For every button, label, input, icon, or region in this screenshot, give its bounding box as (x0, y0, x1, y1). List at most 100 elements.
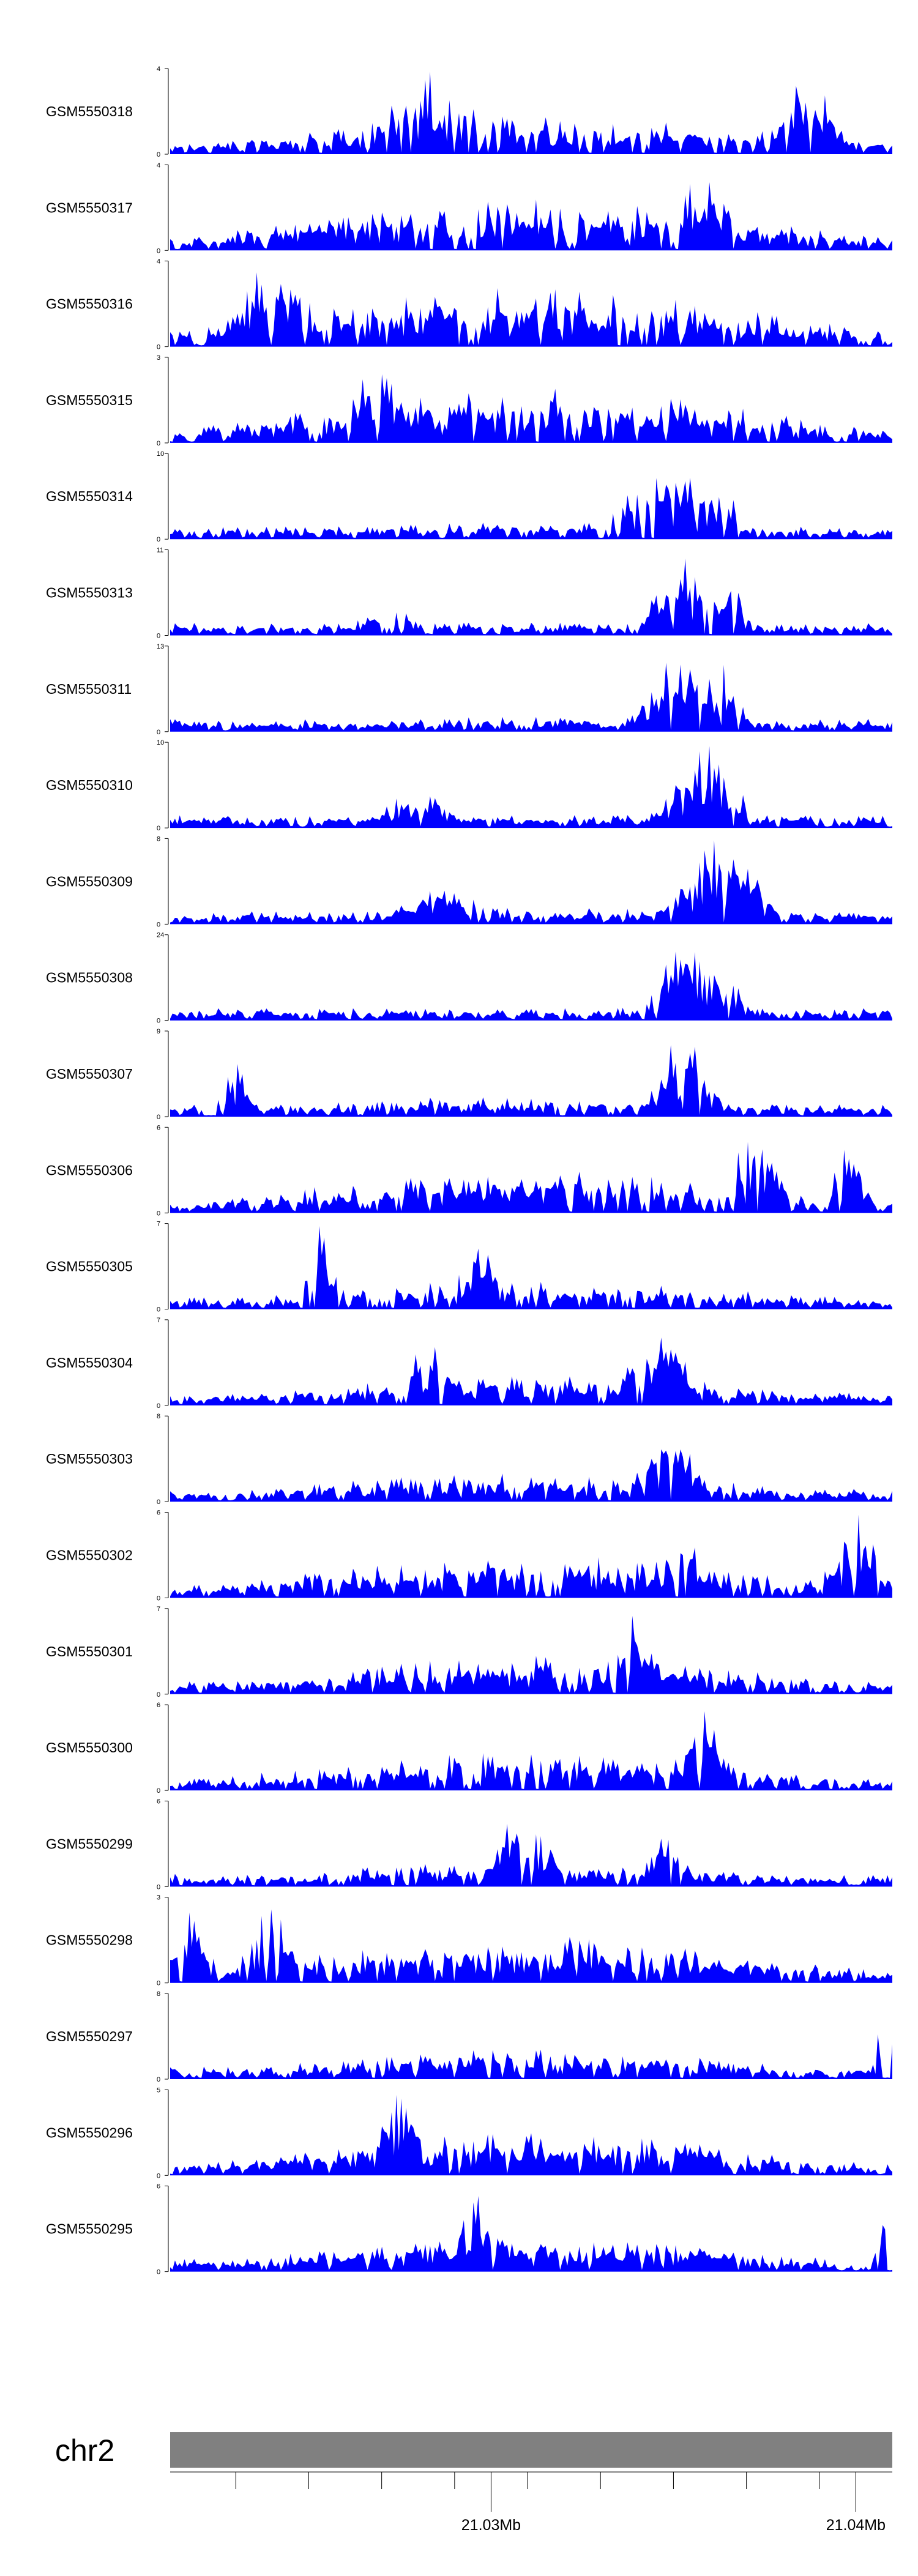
track-label: GSM5550295 (46, 2221, 133, 2237)
coverage-area (170, 1449, 892, 1502)
track-GSM5550296: GSM5550296 5 0 (46, 2086, 892, 2180)
coverage-area (170, 1226, 892, 1309)
coverage-area (170, 746, 892, 828)
y-axis-max-label: 4 (157, 65, 160, 73)
coverage-area (170, 663, 892, 732)
track-GSM5550305: GSM5550305 7 0 (46, 1221, 892, 1314)
y-axis-min-label: 0 (157, 633, 160, 640)
track-label: GSM5550314 (46, 488, 133, 504)
track-GSM5550295: GSM5550295 6 0 (46, 2183, 892, 2276)
coverage-area (170, 1909, 892, 1983)
track-label: GSM5550309 (46, 873, 133, 889)
track-label: GSM5550300 (46, 1740, 133, 1755)
track-GSM5550304: GSM5550304 7 0 (46, 1317, 892, 1410)
chromosome-label: chr2 (55, 2433, 114, 2468)
y-axis-min-label: 0 (157, 729, 160, 736)
coverage-area (170, 1615, 892, 1694)
coverage-area (170, 1044, 892, 1117)
y-axis-max-label: 9 (157, 1028, 160, 1035)
track-label: GSM5550305 (46, 1259, 133, 1275)
track-label: GSM5550303 (46, 1451, 133, 1467)
track-GSM5550306: GSM5550306 6 0 (46, 1124, 892, 1217)
coverage-area (170, 1514, 892, 1598)
coverage-area (170, 1338, 892, 1405)
y-axis-min-label: 0 (157, 2172, 160, 2180)
y-axis-min-label: 0 (157, 1595, 160, 1603)
y-axis-min-label: 0 (157, 1402, 160, 1410)
y-axis-min-label: 0 (157, 1691, 160, 1699)
coverage-area (170, 2196, 892, 2272)
track-GSM5550316: GSM5550316 4 0 (46, 258, 892, 351)
coverage-area (170, 558, 892, 636)
y-axis-min-label: 0 (157, 1210, 160, 1217)
y-axis-min-label: 0 (157, 921, 160, 928)
y-axis-max-label: 10 (157, 739, 164, 746)
y-axis-max-label: 3 (157, 354, 160, 362)
track-GSM5550315: GSM5550315 3 0 (46, 354, 892, 447)
y-axis-max-label: 4 (157, 162, 160, 169)
track-GSM5550297: GSM5550297 8 0 (46, 1990, 892, 2083)
track-label: GSM5550317 (46, 199, 133, 215)
track-label: GSM5550299 (46, 1836, 133, 1852)
coverage-area (170, 951, 892, 1021)
track-GSM5550301: GSM5550301 7 0 (46, 1606, 892, 1699)
track-label: GSM5550296 (46, 2124, 133, 2140)
track-label: GSM5550298 (46, 1932, 133, 1948)
coverage-area (170, 1823, 892, 1887)
y-axis-max-label: 8 (157, 1990, 160, 1998)
track-GSM5550303: GSM5550303 8 0 (46, 1413, 892, 1506)
y-axis-min-label: 0 (157, 825, 160, 832)
coverage-area (170, 840, 892, 925)
y-axis-min-label: 0 (157, 2269, 160, 2276)
y-axis-max-label: 6 (157, 1509, 160, 1517)
track-label: GSM5550318 (46, 103, 133, 119)
y-axis-min-label: 0 (157, 536, 160, 543)
y-axis-min-label: 0 (157, 151, 160, 158)
track-label: GSM5550307 (46, 1066, 133, 1082)
genome-position-label: 21.03Mb (461, 2517, 521, 2534)
genome-axis-ticks: 21.03Mb 21.04Mb (235, 2472, 886, 2534)
y-axis-max-label: 6 (157, 1702, 160, 1709)
track-label: GSM5550310 (46, 777, 133, 793)
y-axis-min-label: 0 (157, 2076, 160, 2083)
y-axis-min-label: 0 (157, 1114, 160, 1121)
y-axis-max-label: 5 (157, 2086, 160, 2094)
y-axis-max-label: 13 (157, 643, 164, 650)
track-GSM5550300: GSM5550300 6 0 (46, 1702, 892, 1795)
track-GSM5550318: GSM5550318 4 0 (46, 65, 892, 158)
y-axis-max-label: 6 (157, 1124, 160, 1131)
chromosome-ideogram: chr2 21.03Mb 21.04Mb (55, 2432, 892, 2534)
track-label: GSM5550316 (46, 296, 133, 312)
track-GSM5550317: GSM5550317 4 0 (46, 162, 892, 255)
coverage-area (170, 1711, 892, 1791)
coverage-area (170, 182, 892, 251)
y-axis-max-label: 11 (157, 547, 163, 554)
y-axis-min-label: 0 (157, 1498, 160, 1506)
y-axis-max-label: 6 (157, 2183, 160, 2191)
y-axis-max-label: 8 (157, 835, 160, 843)
coverage-area (170, 2094, 892, 2176)
track-GSM5550313: GSM5550313 11 0 (46, 547, 892, 640)
coverage-area (170, 72, 892, 154)
track-GSM5550298: GSM5550298 3 0 (46, 1894, 892, 1987)
track-label: GSM5550311 (46, 681, 132, 697)
y-axis-min-label: 0 (157, 1306, 160, 1314)
track-label: GSM5550302 (46, 1547, 133, 1563)
track-GSM5550302: GSM5550302 6 0 (46, 1509, 892, 1603)
coverage-area (170, 2034, 892, 2079)
genome-position-label: 21.04Mb (826, 2517, 886, 2534)
y-axis-max-label: 10 (157, 450, 164, 458)
track-label: GSM5550306 (46, 1162, 133, 1178)
y-axis-min-label: 0 (157, 1018, 160, 1025)
y-axis-min-label: 0 (157, 1787, 160, 1795)
track-GSM5550308: GSM5550308 24 0 (46, 932, 892, 1025)
coverage-area (170, 272, 892, 347)
track-GSM5550307: GSM5550307 9 0 (46, 1028, 892, 1121)
y-axis-min-label: 0 (157, 440, 160, 447)
track-GSM5550314: GSM5550314 10 0 (46, 450, 892, 543)
coverage-area (170, 1142, 892, 1213)
coverage-area (170, 374, 892, 443)
y-axis-min-label: 0 (157, 344, 160, 351)
y-axis-max-label: 6 (157, 1798, 160, 1805)
